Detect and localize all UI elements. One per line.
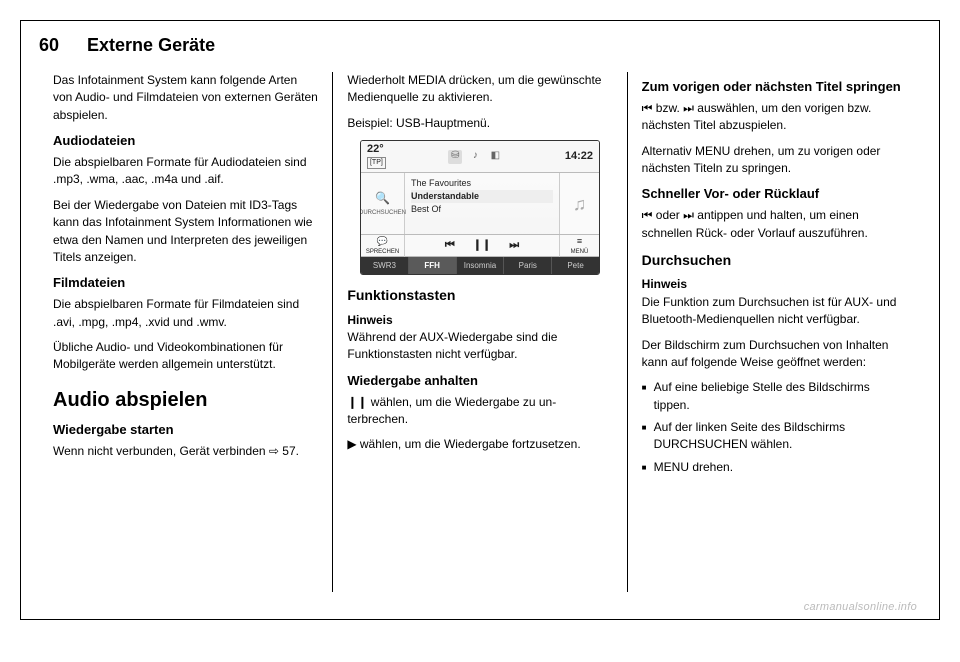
inf-speak-label: SPRECHEN: [366, 248, 399, 257]
skip-heading: Zum vorigen oder nächsten Titel springen: [642, 78, 907, 97]
inf-browse-label: DURCHSUCHEN: [360, 209, 406, 218]
watermark: carmanualsonline.info: [804, 601, 917, 613]
film-combo: Übliche Audio- und Videokombinatio­nen f…: [53, 339, 318, 374]
preset-tab[interactable]: FFH: [409, 257, 457, 274]
next-track-button[interactable]: ⏭: [509, 238, 519, 254]
track-row[interactable]: Understandable: [411, 190, 553, 203]
audio-id3: Bei der Wiedergabe von Dateien mit ID3-T…: [53, 197, 318, 267]
ff-heading: Schneller Vor- oder Rücklauf: [642, 185, 907, 204]
browse-bullets: Auf eine beliebige Stelle des Bild­schir…: [642, 379, 907, 476]
preset-tab[interactable]: Insomnia: [457, 257, 505, 274]
intro-paragraph: Das Infotainment System kann fol­gende A…: [53, 72, 318, 124]
film-heading: Filmdateien: [53, 274, 318, 293]
menu-icon: ≡: [577, 235, 582, 248]
note-title: Hinweis: [642, 276, 907, 293]
pause-button[interactable]: ❙❙: [473, 238, 491, 254]
function-keys-heading: Funktionstasten: [347, 285, 612, 305]
column-3: Zum vorigen oder nächsten Titel springen…: [627, 72, 921, 592]
inf-speak-button[interactable]: 💬 SPRECHEN: [361, 235, 405, 257]
inf-top-bar: 22° [TP] ⛁ ♪ ◧ 14:22: [361, 141, 599, 173]
speak-icon: 💬: [377, 235, 388, 248]
note-body: Die Funktion zum Durchsuchen ist für AUX…: [642, 294, 907, 329]
aux-source-icon[interactable]: ◧: [488, 150, 502, 164]
bullet-item: MENU drehen.: [642, 459, 907, 476]
page-number: 60: [39, 35, 59, 56]
usb-source-icon[interactable]: ⛁: [448, 150, 462, 164]
inf-temperature: 22°: [367, 144, 386, 155]
inf-preset-tabs: SWR3 FFH Insomnia Paris Pete: [361, 257, 599, 274]
preset-tab[interactable]: SWR3: [361, 257, 409, 274]
track-row[interactable]: Best Of: [411, 203, 553, 216]
bullet-item: Auf der linken Seite des Bild­schirms DU…: [642, 419, 907, 454]
resume-instruction: ▶ wählen, um die Wiedergabe fort­zusetze…: [347, 436, 612, 453]
bt-source-icon[interactable]: ♪: [468, 150, 482, 164]
content-columns: Das Infotainment System kann fol­gende A…: [39, 72, 921, 592]
search-icon: 🔍: [375, 190, 390, 207]
example-label: Beispiel: USB-Hauptmenü.: [347, 115, 612, 132]
note-box: Hinweis Während der AUX-Wiedergabe sind …: [347, 312, 612, 364]
start-playback-heading: Wiedergabe starten: [53, 421, 318, 440]
pause-heading: Wiedergabe anhalten: [347, 372, 612, 391]
inf-browse-button[interactable]: 🔍 DURCHSUCHEN: [361, 173, 405, 234]
inf-menu-label: MENÜ: [571, 248, 589, 257]
page-header: 60 Externe Geräte: [39, 35, 921, 56]
inf-tp-indicator: [TP]: [367, 157, 386, 169]
album-art-icon: ♫: [559, 173, 599, 234]
preset-tab[interactable]: Paris: [504, 257, 552, 274]
inf-mid-row: 🔍 DURCHSUCHEN The Favourites Understanda…: [361, 173, 599, 235]
header-title: Externe Geräte: [87, 35, 215, 56]
ff-paragraph: ⏮ oder ⏭ antippen und halten, um einen s…: [642, 207, 907, 242]
inf-clock: 14:22: [565, 149, 593, 165]
inf-menu-button[interactable]: ≡ MENÜ: [559, 235, 599, 257]
browse-intro: Der Bildschirm zum Durchsuchen von Inhal…: [642, 337, 907, 372]
column-2: Wiederholt MEDIA drücken, um die gewünsc…: [332, 72, 626, 592]
film-formats: Die abspielbaren Formate für Filmda­teie…: [53, 296, 318, 331]
skip-p2: Alternativ MENU drehen, um zu vori­gen o…: [642, 143, 907, 178]
skip-p1: ⏮ bzw. ⏭ auswählen, um den vori­gen bzw.…: [642, 100, 907, 135]
play-audio-heading: Audio abspielen: [53, 386, 318, 415]
pause-instruction: ❙❙ wählen, um die Wiedergabe zu un­terbr…: [347, 394, 612, 429]
audio-formats: Die abspielbaren Formate für Audio­datei…: [53, 154, 318, 189]
note-box: Hinweis Die Funktion zum Durchsuchen ist…: [642, 276, 907, 328]
browse-heading: Durchsuchen: [642, 250, 907, 270]
prev-track-button[interactable]: ⏮: [445, 238, 455, 254]
column-1: Das Infotainment System kann fol­gende A…: [39, 72, 332, 592]
inf-playback-controls: ⏮ ❙❙ ⏭: [405, 238, 559, 254]
media-press: Wiederholt MEDIA drücken, um die gewünsc…: [347, 72, 612, 107]
inf-source-icons: ⛁ ♪ ◧: [448, 150, 502, 164]
inf-controls-row: 💬 SPRECHEN ⏮ ❙❙ ⏭ ≡ MENÜ: [361, 235, 599, 257]
infotainment-screenshot: 22° [TP] ⛁ ♪ ◧ 14:22 🔍 DURCHSUCHEN: [360, 140, 600, 275]
audio-heading: Audiodateien: [53, 132, 318, 151]
page-border: 60 Externe Geräte Das Infotainment Syste…: [20, 20, 940, 620]
start-playback-text: Wenn nicht verbunden, Gerät verbin­den ⇨…: [53, 443, 318, 460]
inf-temp-block: 22° [TP]: [367, 144, 386, 169]
note-body: Während der AUX-Wiedergabe sind die Funk…: [347, 329, 612, 364]
track-row[interactable]: The Favourites: [411, 177, 553, 190]
inf-track-list: The Favourites Understandable Best Of: [405, 173, 559, 234]
bullet-item: Auf eine beliebige Stelle des Bild­schir…: [642, 379, 907, 414]
note-title: Hinweis: [347, 312, 612, 329]
preset-tab[interactable]: Pete: [552, 257, 599, 274]
